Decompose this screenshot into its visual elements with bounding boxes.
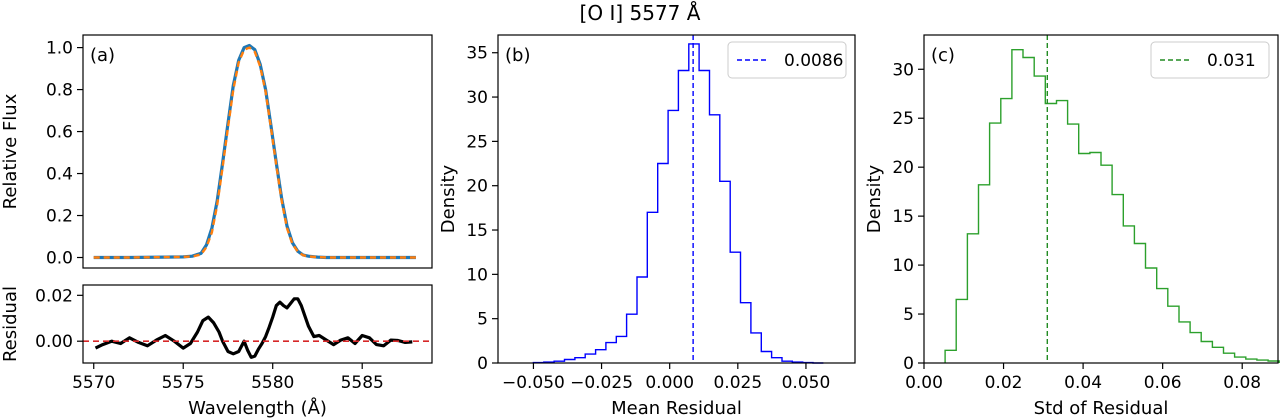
panel-a-axes-frame xyxy=(82,34,433,269)
panel-a-series-line-1 xyxy=(93,46,416,259)
panel-c-legend: 0.031 xyxy=(1150,41,1270,79)
panel-b-ytick-label: 35 xyxy=(466,44,488,64)
panel-b-panel-label: (b) xyxy=(505,45,530,66)
panel-b-legend-label: 0.0086 xyxy=(784,51,843,71)
panel-b-ytick-label: 20 xyxy=(466,177,488,197)
panel-b-ytick-label: 5 xyxy=(477,310,488,330)
panel-b-xtick-label: 0.025 xyxy=(713,373,762,393)
panel-c-axes-frame xyxy=(923,34,1279,364)
panel-c: 0.031 0 5 10 15 20 25 30 0.00 0.02 0.04 0.06 0.08 Den… xyxy=(864,34,1280,418)
panel-c-x-axis-label: Std of Residual xyxy=(1034,398,1169,418)
panel-b-xtick-label: 0.050 xyxy=(782,373,831,393)
panel-b-histogram-steps xyxy=(532,43,824,364)
panel-a-residual-ytick-label: 0.00 xyxy=(35,332,73,352)
panel-c-legend-label: 0.031 xyxy=(1207,51,1256,71)
panel-b-ytick-label: 30 xyxy=(466,88,488,108)
panel-c-xtick-label: 0.04 xyxy=(1064,373,1102,393)
panel-c-xtick-label: 0.08 xyxy=(1223,373,1261,393)
panel-c-xtick-label: 0.06 xyxy=(1144,373,1182,393)
panel-a-y-axis-label: Relative Flux xyxy=(0,93,21,209)
panel-a-residual-ytick-label: 0.02 xyxy=(35,286,73,306)
panel-c-y-axis-label: Density xyxy=(864,164,885,233)
panel-b-xtick-label: −0.025 xyxy=(570,373,633,393)
panel-b-ytick-label: 25 xyxy=(466,132,488,152)
panel-b-axes-frame xyxy=(497,34,856,364)
panel-b-x-axis-label: Mean Residual xyxy=(611,398,742,418)
figure-title: [O I] 5577 Å xyxy=(580,1,701,25)
panel-c-ytick-label: 30 xyxy=(892,60,914,80)
panel-a-residual-xtick-label: 5570 xyxy=(72,373,115,393)
panel-c-ytick-label: 5 xyxy=(903,305,914,325)
panel-a-residual-xtick-label: 5575 xyxy=(162,373,205,393)
panel-b-ytick-label: 0 xyxy=(477,354,488,374)
panel-c-xtick-label: 0.02 xyxy=(985,373,1023,393)
panel-a-series-line-0 xyxy=(93,43,416,260)
panel-a-residual-xtick-label: 5585 xyxy=(341,373,384,393)
panel-c-ytick-label: 0 xyxy=(903,354,914,374)
panel-b-ytick-label: 15 xyxy=(466,221,488,241)
panel-a-residual-axes-frame xyxy=(82,284,433,364)
panel-a-residual: 0.00 0.02 5570 5575 5580 5585 Residual Waveleng… xyxy=(0,284,433,418)
panel-a-residual-xtick-label: 5580 xyxy=(251,373,294,393)
panel-b: 0.0086 0 5 10 15 20 25 30 35 −0.050 −0.025 0.000 0.0… xyxy=(438,34,856,418)
panel-b-y-axis-label: Density xyxy=(438,164,459,233)
panel-c-ytick-label: 25 xyxy=(892,109,914,129)
panel-b-ytick-label: 10 xyxy=(466,265,488,285)
panel-b-xtick-label: −0.050 xyxy=(502,373,565,393)
panel-c-ytick-label: 15 xyxy=(892,207,914,227)
panel-a-panel-label: (a) xyxy=(90,45,115,66)
panel-b-xtick-label: 0.000 xyxy=(645,373,694,393)
panel-c-ytick-label: 20 xyxy=(892,158,914,178)
panel-a-ytick-label: 0.0 xyxy=(46,249,73,269)
panel-a-ytick-label: 0.4 xyxy=(46,165,73,185)
panel-c-xtick-label: 0.00 xyxy=(905,373,943,393)
panel-a-residual-series-line-0 xyxy=(94,297,413,359)
panel-a-ytick-label: 1.0 xyxy=(46,39,73,59)
panel-a-ytick-label: 0.6 xyxy=(46,123,73,143)
panel-a-ytick-label: 0.2 xyxy=(46,207,73,227)
panel-c-histogram-steps xyxy=(944,49,1280,363)
panel-a-ytick-label: 0.8 xyxy=(46,81,73,101)
panel-c-ytick-label: 10 xyxy=(892,256,914,276)
panel-a-residual-x-axis-label: Wavelength (Å) xyxy=(188,397,327,418)
panel-a-residual-y-axis-label: Residual xyxy=(0,286,21,362)
panel-c-legend-box xyxy=(1150,41,1270,79)
panel-c-panel-label: (c) xyxy=(931,45,955,66)
panel-b-legend-box xyxy=(727,41,847,79)
panel-b-legend: 0.0086 xyxy=(727,41,847,79)
panel-a: 0.0 0.2 0.4 0.6 0.8 1.0 Relative Flux (a) xyxy=(0,34,433,269)
